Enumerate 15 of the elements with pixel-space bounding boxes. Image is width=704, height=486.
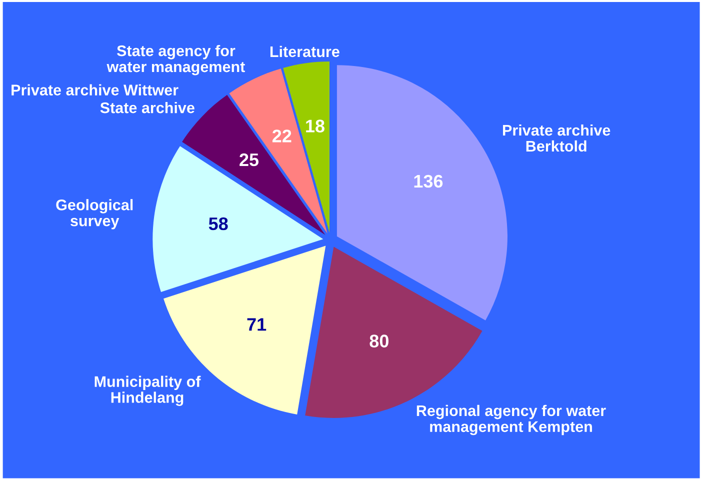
slice-label: Geological survey xyxy=(56,199,133,230)
slice-label: Private archive Berktold xyxy=(503,124,610,152)
data-label: 80 xyxy=(370,334,388,348)
data-label: 58 xyxy=(208,217,228,230)
slice-label: State archive xyxy=(100,102,194,114)
slice-label: Regional agency for water management Kempten xyxy=(416,404,606,436)
data-label: 18 xyxy=(306,120,324,132)
data-label: 71 xyxy=(247,318,266,331)
slice-label: Municipality of Hindelang xyxy=(94,376,201,406)
slice-label: Literature xyxy=(270,46,340,58)
slice-label: State agency for water management xyxy=(106,45,245,76)
data-label: 136 xyxy=(414,174,443,188)
data-label: 25 xyxy=(240,153,259,166)
data-label: 22 xyxy=(272,130,292,142)
text: Private archive Wittwer xyxy=(12,84,178,96)
